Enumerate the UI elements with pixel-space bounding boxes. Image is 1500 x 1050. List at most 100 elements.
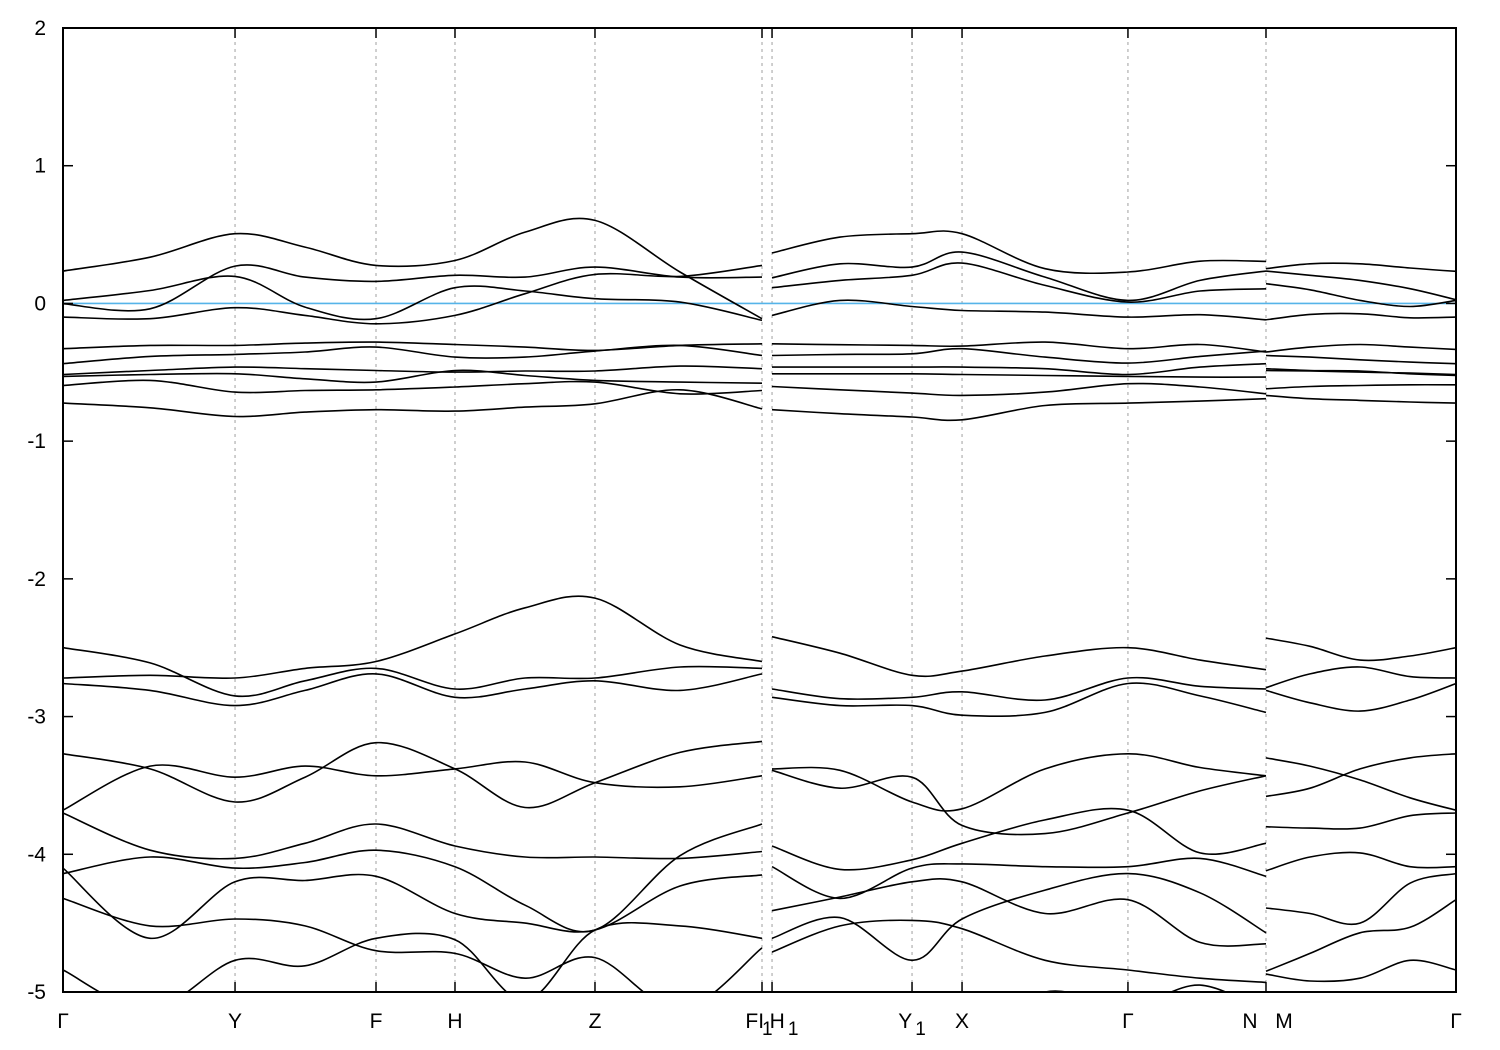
band-line bbox=[63, 341, 763, 352]
x-tick-label: F bbox=[370, 1010, 383, 1033]
band-line bbox=[771, 362, 1267, 376]
kpoint-label: M bbox=[1275, 1010, 1293, 1033]
band-line bbox=[771, 341, 1267, 353]
kpoint-label: Γ bbox=[57, 1010, 69, 1033]
band-line bbox=[1265, 637, 1456, 662]
x-tick-label: N bbox=[1242, 1010, 1257, 1033]
band-line bbox=[771, 230, 1267, 275]
axis-ticks bbox=[62, 27, 1457, 993]
y-tick-label: -5 bbox=[27, 981, 46, 1004]
x-tick-label: Γ bbox=[1122, 1010, 1134, 1033]
y-tick-label: -1 bbox=[27, 430, 46, 453]
band-line bbox=[1265, 666, 1456, 689]
y-tick-label: -2 bbox=[27, 568, 46, 591]
band-line bbox=[771, 262, 1267, 303]
band-line bbox=[63, 365, 763, 376]
x-tick-label: H bbox=[447, 1010, 462, 1033]
kpoint-label: Z bbox=[589, 1010, 602, 1033]
kpoint-subscript: 1 bbox=[915, 1019, 926, 1040]
band-line bbox=[771, 682, 1267, 718]
band-line bbox=[1042, 984, 1228, 992]
kpoint-label: Γ bbox=[1122, 1010, 1134, 1033]
band-line bbox=[63, 740, 763, 809]
band-line bbox=[771, 769, 1267, 836]
band-line bbox=[771, 635, 1267, 678]
band-lines bbox=[63, 217, 1456, 992]
band-line bbox=[1265, 312, 1456, 321]
band-line bbox=[63, 760, 763, 811]
band-line bbox=[771, 299, 1267, 321]
band-line bbox=[1265, 383, 1456, 390]
x-tick-label: FI1 bbox=[745, 1010, 772, 1040]
band-line bbox=[1265, 394, 1456, 404]
kpoint-label: X bbox=[955, 1010, 969, 1033]
band-line bbox=[1265, 354, 1456, 365]
band-line bbox=[63, 264, 763, 312]
band-line bbox=[1265, 270, 1456, 301]
x-tick-label: X bbox=[955, 1010, 969, 1033]
x-tick-label: Γ bbox=[57, 1010, 69, 1033]
band-line bbox=[771, 251, 1267, 302]
band-line bbox=[1265, 262, 1456, 273]
kpoint-label: Γ bbox=[1450, 1010, 1462, 1033]
kpoint-label: H bbox=[770, 1010, 785, 1033]
band-line bbox=[771, 919, 1267, 984]
band-line bbox=[771, 752, 1267, 812]
band-line bbox=[1265, 757, 1456, 811]
band-line bbox=[1265, 367, 1456, 377]
kpoint-label: N bbox=[1242, 1010, 1257, 1033]
x-tick-label: M bbox=[1275, 1010, 1293, 1033]
kpoint-subscript: 1 bbox=[762, 1019, 773, 1040]
band-line bbox=[772, 372, 1267, 378]
band-line bbox=[63, 379, 763, 395]
band-line bbox=[63, 595, 763, 680]
band-line bbox=[63, 344, 763, 365]
band-line bbox=[1265, 282, 1456, 308]
band-line bbox=[771, 382, 1267, 397]
y-tick-label: -3 bbox=[27, 706, 46, 729]
band-line bbox=[63, 646, 763, 698]
kpoint-gridlines bbox=[234, 28, 1267, 992]
band-line bbox=[63, 264, 763, 325]
x-tick-label: Y bbox=[228, 1010, 242, 1033]
band-line bbox=[63, 369, 763, 384]
band-line bbox=[63, 823, 763, 933]
band-line bbox=[63, 217, 763, 320]
kpoint-label: Y bbox=[228, 1010, 242, 1033]
band-line bbox=[1265, 872, 1456, 926]
band-line bbox=[63, 673, 763, 707]
band-line bbox=[1265, 899, 1456, 973]
kpoint-label: FI bbox=[745, 1010, 764, 1033]
band-line bbox=[771, 347, 1267, 364]
band-line bbox=[1265, 812, 1456, 830]
band-line bbox=[771, 397, 1267, 422]
band-line bbox=[1265, 369, 1456, 376]
band-line bbox=[1265, 959, 1456, 983]
band-line bbox=[63, 897, 763, 992]
band-line bbox=[63, 388, 763, 418]
band-line bbox=[771, 676, 1267, 702]
plot-frame bbox=[62, 27, 1457, 993]
band-line bbox=[771, 807, 1267, 871]
kpoint-label: H bbox=[447, 1010, 462, 1033]
y-tick-label: 0 bbox=[34, 292, 46, 315]
band-line bbox=[63, 921, 763, 992]
x-tick-label: Z bbox=[589, 1010, 602, 1033]
kpoint-label: F bbox=[370, 1010, 383, 1033]
band-line bbox=[63, 812, 763, 860]
band-line bbox=[63, 867, 763, 940]
band-line bbox=[1265, 343, 1456, 353]
band-line bbox=[771, 878, 1267, 947]
band-line bbox=[771, 857, 1267, 900]
y-tick-label: -4 bbox=[27, 843, 46, 866]
band-line bbox=[1265, 851, 1456, 872]
band-line bbox=[1265, 682, 1456, 712]
y-tick-label: 2 bbox=[34, 17, 46, 40]
y-tick-labels: -5 -4 -3 -2 -1 0 1 2 bbox=[27, 17, 46, 1004]
y-tick-label: 1 bbox=[34, 155, 46, 178]
kpoint-subscript: 1 bbox=[788, 1019, 799, 1040]
